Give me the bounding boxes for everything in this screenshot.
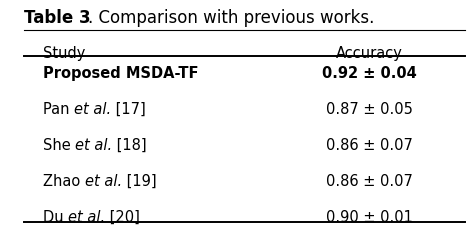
Text: She: She	[43, 137, 75, 152]
Text: 0.87 ± 0.05: 0.87 ± 0.05	[326, 102, 413, 117]
Text: Proposed MSDA-TF: Proposed MSDA-TF	[43, 66, 198, 81]
Text: [17]: [17]	[111, 102, 146, 117]
Text: Pan: Pan	[43, 102, 74, 117]
Text: . Comparison with previous works.: . Comparison with previous works.	[88, 9, 374, 27]
Text: et al.: et al.	[84, 173, 122, 188]
Text: Zhao: Zhao	[43, 173, 84, 188]
Text: Du: Du	[43, 209, 68, 224]
Text: et al.: et al.	[68, 209, 105, 224]
Text: [20]: [20]	[105, 209, 140, 224]
Text: 0.86 ± 0.07: 0.86 ± 0.07	[326, 173, 413, 188]
Text: Study: Study	[43, 46, 85, 61]
Text: et al.: et al.	[74, 102, 111, 117]
Text: Accuracy: Accuracy	[336, 46, 403, 61]
Text: [18]: [18]	[112, 137, 147, 152]
Text: Table 3: Table 3	[24, 9, 91, 27]
Text: [19]: [19]	[122, 173, 156, 188]
Text: et al.: et al.	[75, 137, 112, 152]
Text: 0.86 ± 0.07: 0.86 ± 0.07	[326, 137, 413, 152]
Text: 0.90 ± 0.01: 0.90 ± 0.01	[326, 209, 413, 224]
Text: 0.92 ± 0.04: 0.92 ± 0.04	[322, 66, 417, 81]
